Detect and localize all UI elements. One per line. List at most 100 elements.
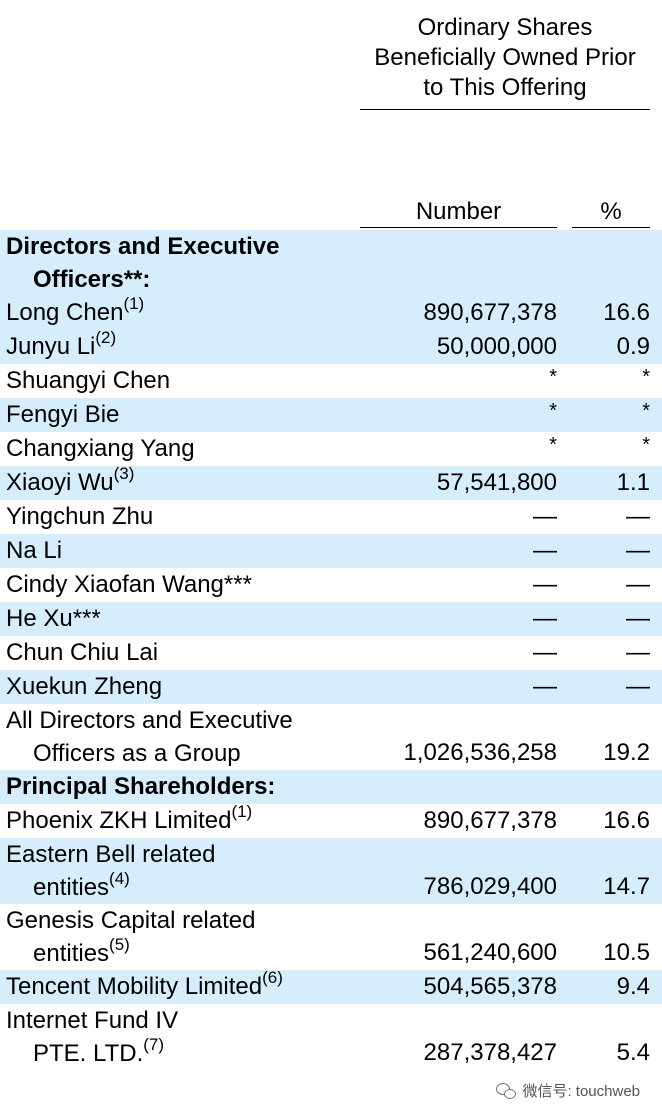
- shares-number: 890,677,378: [423, 299, 557, 326]
- row-name-line1: Fengyi Bie: [6, 401, 120, 428]
- shares-percent: 16.6: [603, 807, 650, 834]
- row-name: Eastern Bell related entities(4): [6, 838, 215, 904]
- shares-percent: —: [626, 639, 650, 666]
- table-row: He Xu*** — —: [0, 602, 662, 636]
- row-name: Genesis Capital related entities(5): [6, 904, 255, 970]
- row-name-line1: Long Chen: [6, 299, 124, 326]
- row-name-line1: Xuekun Zheng: [6, 673, 163, 700]
- header-line-2: Beneficially Owned Prior: [374, 44, 636, 71]
- shares-number: 504,565,378: [423, 973, 557, 1000]
- row-name: Fengyi Bie: [6, 398, 119, 431]
- footnote-ref: (6): [262, 968, 283, 987]
- shares-percent: 16.6: [603, 299, 650, 326]
- row-name: Tencent Mobility Limited(6): [6, 968, 283, 1003]
- row-name: Na Li: [6, 534, 62, 567]
- row-name-line1: Principal Shareholders:: [6, 773, 276, 800]
- shares-number: *: [549, 366, 557, 388]
- shares-percent: *: [642, 366, 650, 388]
- table-row: Chun Chiu Lai — —: [0, 636, 662, 670]
- row-name: Yingchun Zhu: [6, 500, 153, 533]
- row-name-line1: Xiaoyi Wu: [6, 469, 114, 496]
- shares-number: —: [533, 571, 557, 598]
- shares-number: —: [533, 605, 557, 632]
- footnote-ref: (1): [231, 802, 253, 821]
- row-name-line1: Eastern Bell related: [6, 841, 216, 868]
- row-name-line1: All Directors and Executive: [6, 707, 293, 734]
- table-row: Principal Shareholders:: [0, 770, 662, 804]
- table-row: Tencent Mobility Limited(6) 504,565,378 9.…: [0, 968, 662, 1004]
- shares-percent: —: [626, 605, 650, 632]
- shares-number: —: [533, 503, 557, 530]
- row-name-line1: Shuangyi Chen: [6, 367, 171, 394]
- row-name-line1: Phoenix ZKH Limited: [6, 807, 232, 834]
- shares-number: 287,378,427: [423, 1039, 557, 1066]
- table-row: Internet Fund IV PTE. LTD.(7) 287,378,427 5…: [0, 1004, 662, 1070]
- watermark: 微信号: touchweb: [496, 1080, 640, 1101]
- table-row: All Directors and Executive Officers as a…: [0, 704, 662, 770]
- watermark-text: 微信号: touchweb: [522, 1083, 640, 1100]
- table-row: Fengyi Bie * *: [0, 398, 662, 432]
- shares-percent: 14.7: [603, 873, 650, 900]
- row-name-line2: entities: [33, 874, 110, 901]
- column-header-number: Number: [360, 197, 557, 228]
- row-name: Shuangyi Chen: [6, 364, 170, 397]
- shares-number: 890,677,378: [423, 807, 557, 834]
- shares-number: —: [533, 537, 557, 564]
- row-name-line1: Yingchun Zhu: [6, 503, 154, 530]
- column-header-percent: %: [572, 197, 650, 228]
- shares-percent: —: [626, 537, 650, 564]
- shares-number: 561,240,600: [423, 939, 557, 966]
- table-row: Long Chen(1) 890,677,378 16.6: [0, 294, 662, 330]
- footnote-ref: (7): [143, 1035, 165, 1054]
- shares-number: —: [533, 639, 557, 666]
- row-name: Long Chen(1): [6, 294, 145, 329]
- table-row: Junyu Li(2) 50,000,000 0.9: [0, 329, 662, 364]
- row-name-line1: He Xu***: [6, 605, 101, 632]
- shares-percent: 0.9: [616, 333, 650, 360]
- row-name: Chun Chiu Lai: [6, 636, 158, 669]
- header-line-1: Ordinary Shares: [417, 14, 593, 41]
- row-name: Principal Shareholders:: [6, 770, 275, 803]
- table-row: Phoenix ZKH Limited(1) 890,677,378 16.6: [0, 802, 662, 838]
- table-row: Cindy Xiaofan Wang*** — —: [0, 568, 662, 602]
- shares-percent: 5.4: [616, 1039, 650, 1066]
- row-name: Xiaoyi Wu(3): [6, 464, 135, 499]
- row-name-line1: Na Li: [6, 537, 63, 564]
- table-row: Eastern Bell related entities(4) 786,029,4…: [0, 838, 662, 904]
- row-name-line1: Chun Chiu Lai: [6, 639, 159, 666]
- row-name-line1: Junyu Li: [6, 333, 96, 360]
- row-name-line2: Officers as a Group: [33, 740, 241, 767]
- table-row: Yingchun Zhu — —: [0, 500, 662, 534]
- table-row: Na Li — —: [0, 534, 662, 568]
- ownership-table: Directors and Executive Officers**: Long C…: [0, 230, 662, 1070]
- shares-percent: —: [626, 673, 650, 700]
- table-row: Changxiang Yang * *: [0, 432, 662, 466]
- shares-percent: —: [626, 503, 650, 530]
- row-name: Internet Fund IV PTE. LTD.(7): [6, 1004, 178, 1070]
- shares-percent: *: [642, 434, 650, 456]
- row-name: Xuekun Zheng: [6, 670, 162, 703]
- row-name: Phoenix ZKH Limited(1): [6, 802, 253, 837]
- row-name-line2: Officers**:: [33, 266, 151, 293]
- table-row: Xiaoyi Wu(3) 57,541,800 1.1: [0, 464, 662, 500]
- footnote-ref: (1): [123, 294, 145, 313]
- shares-number: 786,029,400: [423, 873, 557, 900]
- header-line-3: to This Offering: [423, 74, 587, 101]
- shares-number: —: [533, 673, 557, 700]
- row-name: Junyu Li(2): [6, 329, 116, 363]
- row-name-line1: Changxiang Yang: [6, 435, 195, 462]
- table-row: Xuekun Zheng — —: [0, 670, 662, 704]
- wechat-icon: [496, 1082, 517, 1099]
- shares-percent: *: [642, 400, 650, 422]
- row-name-line2: entities: [33, 940, 110, 967]
- table-row: Shuangyi Chen * *: [0, 364, 662, 398]
- row-name: Cindy Xiaofan Wang***: [6, 568, 252, 601]
- row-name-line1: Directors and Executive: [6, 233, 280, 260]
- footnote-ref: (3): [113, 464, 135, 483]
- shares-number: 57,541,800: [436, 469, 557, 496]
- shares-percent: 9.4: [616, 973, 650, 1000]
- row-name-line1: Tencent Mobility Limited: [6, 973, 263, 1000]
- shares-percent: —: [626, 571, 650, 598]
- shares-percent: 19.2: [603, 739, 650, 766]
- table-row: Genesis Capital related entities(5) 561,24…: [0, 904, 662, 970]
